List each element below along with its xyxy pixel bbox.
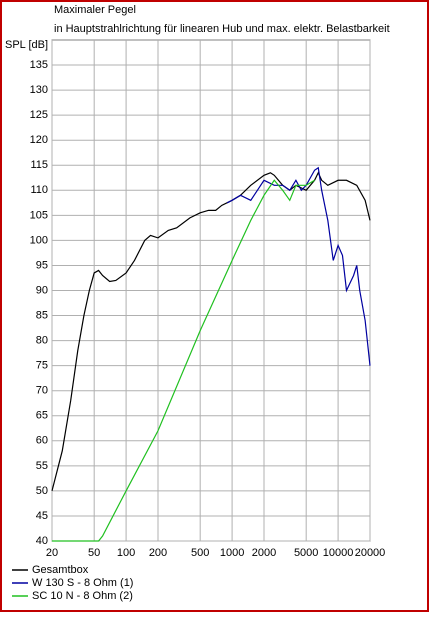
x-tick-label: 5000 bbox=[294, 547, 318, 559]
y-tick-label: 120 bbox=[30, 134, 48, 146]
x-tick-label: 100 bbox=[117, 547, 135, 559]
x-tick-label: 500 bbox=[191, 547, 209, 559]
legend-label: Gesamtbox bbox=[32, 564, 89, 576]
y-tick-label: 105 bbox=[30, 209, 48, 221]
x-tick-label: 10000 bbox=[323, 547, 354, 559]
legend-label: SC 10 N - 8 Ohm (2) bbox=[32, 590, 133, 602]
y-tick-label: 80 bbox=[36, 335, 48, 347]
y-tick-label: 60 bbox=[36, 435, 48, 447]
y-tick-label: 125 bbox=[30, 109, 48, 121]
y-tick-label: 55 bbox=[36, 460, 48, 472]
y-tick-label: 135 bbox=[30, 59, 48, 71]
y-tick-label: 40 bbox=[36, 535, 48, 547]
data-line bbox=[52, 179, 315, 542]
y-tick-label: 115 bbox=[30, 159, 48, 171]
legend-label: W 130 S - 8 Ohm (1) bbox=[32, 577, 133, 589]
chart-title: Maximaler Pegel bbox=[54, 4, 136, 16]
y-tick-label: 50 bbox=[36, 485, 48, 497]
y-tick-label: 45 bbox=[36, 510, 48, 522]
y-tick-label: 75 bbox=[36, 360, 48, 372]
chart-subtitle: in Hauptstrahlrichtung für linearen Hub … bbox=[54, 23, 390, 35]
y-tick-label: 70 bbox=[36, 385, 48, 397]
x-tick-label: 20 bbox=[46, 547, 58, 559]
y-axis-label: SPL [dB] bbox=[5, 39, 48, 51]
y-tick-label: 85 bbox=[36, 309, 48, 321]
x-tick-label: 50 bbox=[88, 547, 100, 559]
y-tick-label: 90 bbox=[36, 284, 48, 296]
x-tick-label: 2000 bbox=[252, 547, 276, 559]
x-tick-label: 20000 bbox=[355, 547, 386, 559]
y-tick-label: 65 bbox=[36, 410, 48, 422]
x-tick-label: 200 bbox=[149, 547, 167, 559]
x-tick-label: 1000 bbox=[220, 547, 244, 559]
y-tick-label: 100 bbox=[30, 234, 48, 246]
y-tick-label: 95 bbox=[36, 259, 48, 271]
data-line bbox=[226, 166, 371, 366]
y-tick-label: 110 bbox=[30, 184, 48, 196]
y-tick-label: 130 bbox=[30, 84, 48, 96]
